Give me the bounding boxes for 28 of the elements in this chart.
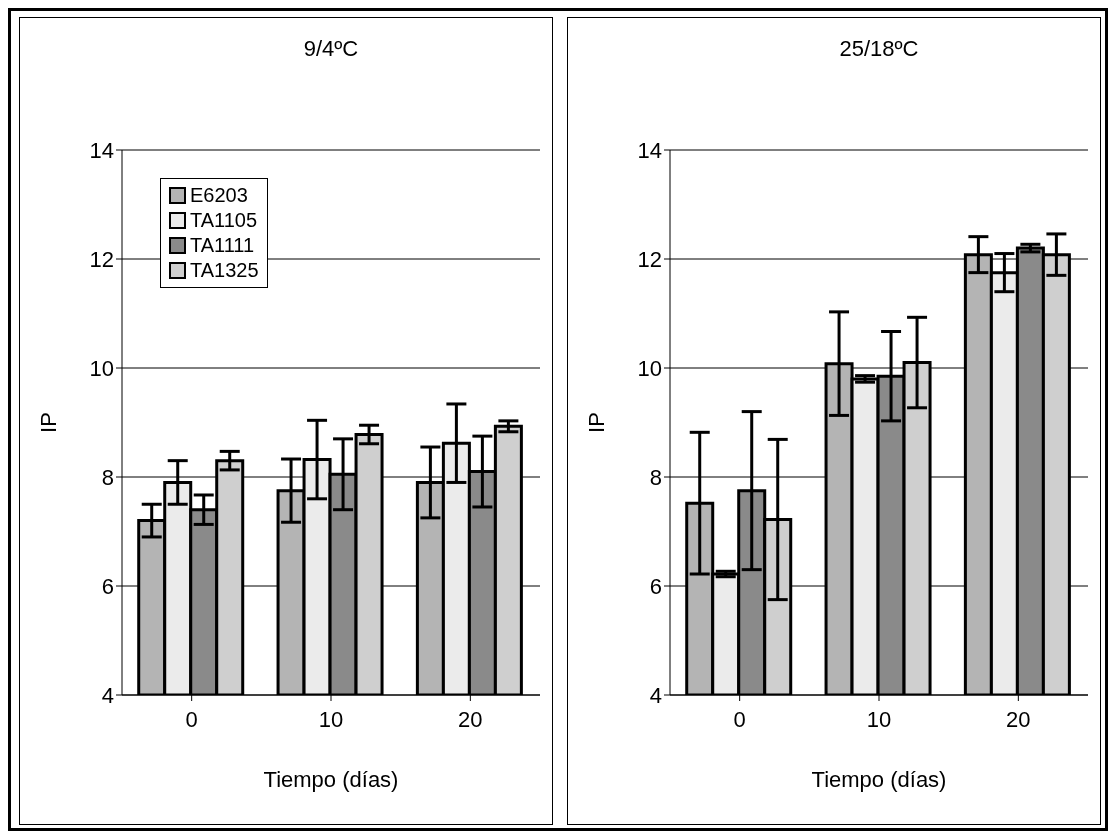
y-axis-title: IP <box>583 412 609 433</box>
y-tick-label: 4 <box>649 682 662 708</box>
y-tick-label: 14 <box>637 137 662 163</box>
x-tick-label: 10 <box>866 706 892 732</box>
y-tick-label: 8 <box>649 464 662 490</box>
legend-label: E6203 <box>190 183 248 208</box>
y-tick-label: 4 <box>101 682 114 708</box>
x-tick-label: 10 <box>318 706 344 732</box>
y-tick-label: 12 <box>637 246 662 272</box>
x-tick-label: 0 <box>185 706 198 732</box>
chart-title: 9/4ºC <box>302 36 360 62</box>
x-tick-label: 0 <box>733 706 746 732</box>
y-axis-title: IP <box>35 412 61 433</box>
x-tick-label: 20 <box>458 706 483 732</box>
y-tick-label: 12 <box>89 246 114 272</box>
y-tick-label: 14 <box>89 137 114 163</box>
legend-label: TA1105 <box>190 208 258 233</box>
legend-label: TA1325 <box>190 258 259 283</box>
y-tick-label: 6 <box>101 573 114 599</box>
y-tick-label: 6 <box>649 573 662 599</box>
legend-label: TA1111 <box>190 233 255 258</box>
y-tick-label: 8 <box>101 464 114 490</box>
x-tick-label: 20 <box>1006 706 1031 732</box>
y-tick-label: 10 <box>637 355 662 381</box>
x-axis-title: Tiempo (días) <box>263 767 399 792</box>
x-axis-title: Tiempo (días) <box>811 767 947 792</box>
y-tick-label: 10 <box>89 355 114 381</box>
chart-title: 25/18ºC <box>838 36 920 62</box>
